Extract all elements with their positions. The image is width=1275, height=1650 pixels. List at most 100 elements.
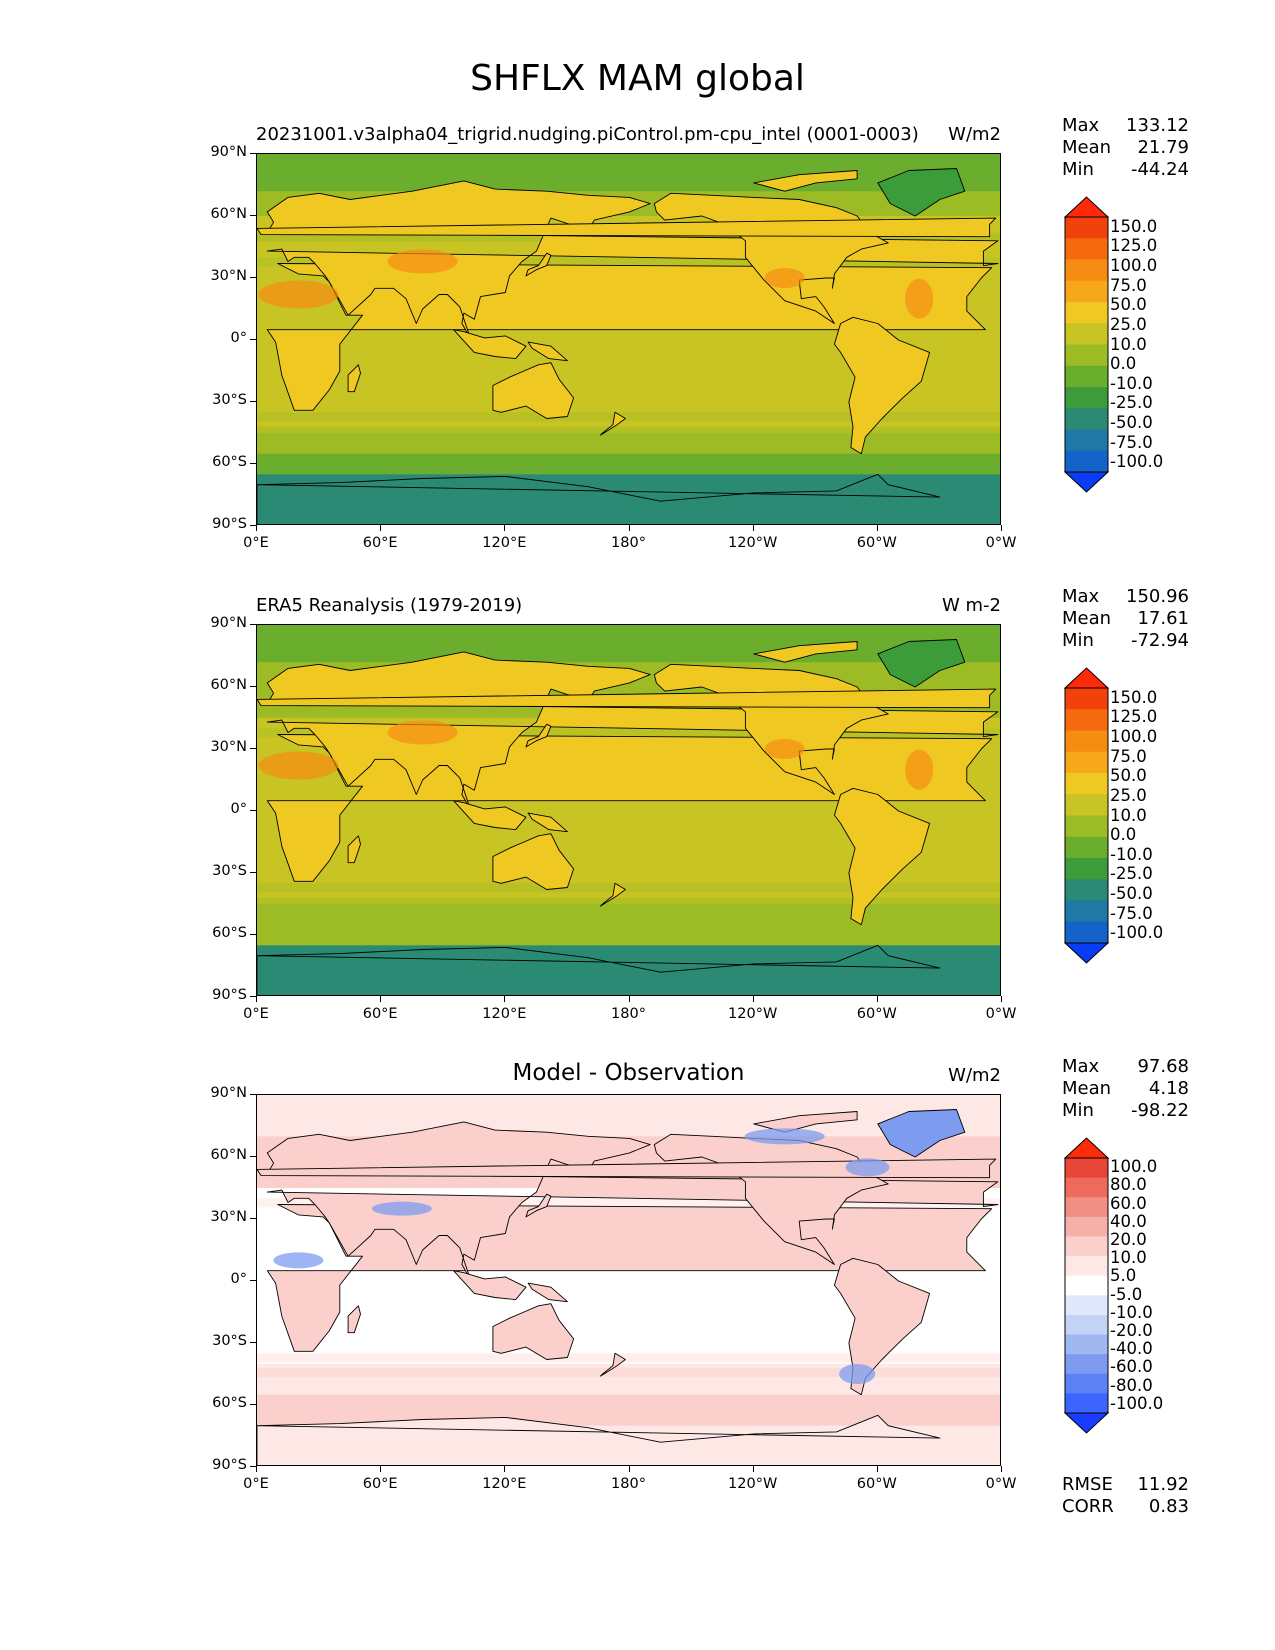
colorbar-tick-label: -50.0 <box>1110 883 1153 903</box>
landmass-greenland <box>877 1109 966 1158</box>
field-streak <box>257 426 1000 436</box>
landmass-arctic_is <box>753 170 858 192</box>
negative-anomaly-patch <box>845 1158 890 1177</box>
lat-tick-mark <box>250 810 256 811</box>
lon-tick-mark <box>628 525 630 531</box>
field-streak <box>257 1198 1000 1208</box>
colorbar-segment <box>1065 323 1108 345</box>
colorbar-segment <box>1065 450 1108 473</box>
stat-mean-label: Mean <box>1062 608 1112 629</box>
landmass-antarctica <box>257 944 941 995</box>
colorbar-tick-label: -20.0 <box>1110 1321 1153 1341</box>
lat-tick-mark <box>250 1404 256 1405</box>
colorbar-segment <box>1065 836 1108 859</box>
lat-tick-label: 30°S <box>212 863 247 879</box>
colorbar-segment <box>1065 1177 1108 1198</box>
landmass-antarctica <box>257 1414 941 1465</box>
colorbar-segment <box>1065 1275 1108 1296</box>
landmass-japan <box>525 1193 552 1218</box>
colorbar-min-extend <box>1063 942 1110 964</box>
landmass-indonesia <box>453 329 527 360</box>
lat-tick-label: 0° <box>230 1271 247 1287</box>
colorbar-segment <box>1065 259 1108 282</box>
landmass-antarctica <box>257 473 941 524</box>
lat-tick-label: 60°N <box>210 1147 247 1163</box>
colorbar-tick-label: 0.0 <box>1110 354 1137 374</box>
stat-min-label: Min <box>1062 1100 1094 1121</box>
colorbar-max-extend <box>1063 667 1110 689</box>
colorbar-tick-label: 40.0 <box>1110 1211 1147 1231</box>
lat-tick-mark <box>250 525 256 526</box>
colorbar-tick-label: -10.0 <box>1110 373 1153 393</box>
reference-panel-units: W m-2 <box>941 595 1001 616</box>
lon-tick-label: 60°W <box>856 1006 897 1022</box>
lat-tick-label: 60°N <box>210 677 247 693</box>
stat-max-value: 133.12 <box>1126 115 1189 136</box>
lat-tick-mark <box>250 1466 256 1467</box>
landmass-newguinea <box>527 1282 568 1303</box>
lat-tick-mark <box>250 1342 256 1343</box>
negative-anomaly-patch <box>744 1128 825 1145</box>
lat-tick-mark <box>250 277 256 278</box>
landmass-newguinea <box>527 812 568 833</box>
colorbar-segment <box>1065 773 1108 795</box>
metric-rmse-value: 11.92 <box>1137 1474 1189 1495</box>
colorbar-segment <box>1065 1334 1108 1355</box>
colorbar-tick-label: 100.0 <box>1110 256 1158 276</box>
stat-max-label: Max <box>1062 1056 1100 1077</box>
colorbar-segment <box>1065 815 1108 838</box>
metric-rmse-label: RMSE <box>1062 1474 1113 1495</box>
field-band <box>257 433 1000 455</box>
landmass-nz <box>600 411 626 436</box>
lon-tick-mark <box>1001 1466 1002 1472</box>
field-streak <box>257 897 1000 907</box>
colorbar-max-extend <box>1063 1137 1110 1159</box>
colorbar-tick-label: 75.0 <box>1110 275 1147 295</box>
colorbar-tick-label: -10.0 <box>1110 1302 1153 1322</box>
figure-title: SHFLX MAM global <box>470 58 805 99</box>
lon-tick-label: 180° <box>611 1006 646 1022</box>
colorbar-tick-label: 125.0 <box>1110 707 1158 727</box>
colorbar-tick-label: -100.0 <box>1110 452 1164 472</box>
stat-mean-value: 4.18 <box>1148 1078 1189 1099</box>
landmass-eurasia <box>266 180 999 339</box>
lon-tick-mark <box>1001 525 1002 531</box>
colorbar-segment <box>1065 1295 1108 1316</box>
lat-tick-label: 90°S <box>212 987 247 1003</box>
lat-tick-label: 0° <box>230 330 247 346</box>
colorbar-segment <box>1065 280 1108 303</box>
landmass-australia <box>492 362 575 419</box>
lat-tick-mark <box>250 624 256 625</box>
lon-tick-label: 60°W <box>856 535 897 551</box>
colorbar-segment <box>1065 387 1108 409</box>
lat-tick-label: 30°N <box>210 739 247 755</box>
landmass-greenland <box>877 639 966 688</box>
stat-mean-label: Mean <box>1062 1078 1112 1099</box>
colorbar-outline <box>1064 687 1109 944</box>
test-panel-map <box>256 153 1001 525</box>
colorbar-tick-label: -75.0 <box>1110 432 1153 452</box>
colorbar-min-extend <box>1063 1412 1110 1434</box>
colorbar-segment <box>1065 688 1108 710</box>
lon-tick-label: 180° <box>611 535 646 551</box>
lon-tick-mark <box>752 525 754 531</box>
colorbar-segment <box>1065 751 1108 774</box>
colorbar-tick-label: -25.0 <box>1110 393 1153 413</box>
colorbar-segment <box>1065 217 1108 239</box>
lat-tick-label: 60°S <box>212 454 247 470</box>
colorbar-segment <box>1065 794 1108 816</box>
landmass-australia <box>492 833 575 890</box>
test-panel-units: W/m2 <box>948 124 1001 145</box>
colorbar-tick-label: 80.0 <box>1110 1175 1147 1195</box>
lat-tick-mark <box>250 1218 256 1219</box>
colorbar-tick-label: -60.0 <box>1110 1357 1153 1377</box>
landmass-indonesia <box>453 800 527 831</box>
colorbar-segment <box>1065 900 1108 923</box>
landmass-nz <box>600 1352 626 1377</box>
landmass-greenland <box>877 168 966 217</box>
high-flux-patch <box>387 720 458 745</box>
lat-tick-label: 30°S <box>212 392 247 408</box>
colorbar-tick-label: 150.0 <box>1110 687 1158 707</box>
colorbar-min-extend <box>1063 471 1110 493</box>
landmass-samerica <box>833 316 931 455</box>
